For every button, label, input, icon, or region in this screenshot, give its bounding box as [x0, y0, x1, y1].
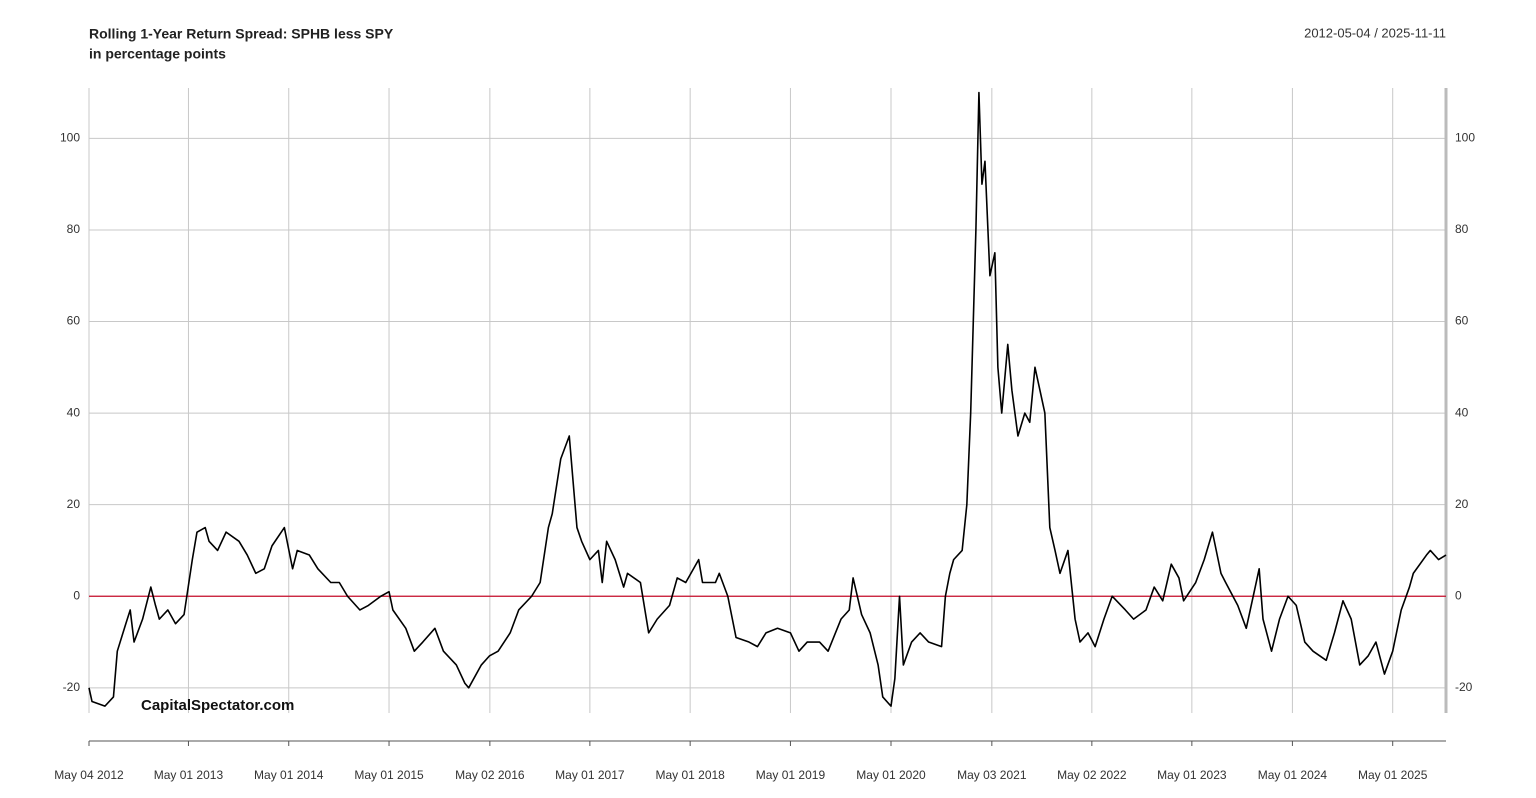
date-range: 2012-05-04 / 2025-11-11	[1304, 25, 1446, 40]
x-tick-label: May 01 2015	[354, 768, 424, 782]
y-tick-label-right: 20	[1455, 497, 1469, 511]
y-tick-label-right: 0	[1455, 588, 1462, 602]
x-tick-label: May 01 2023	[1157, 768, 1227, 782]
x-tick-label: May 01 2013	[154, 768, 224, 782]
y-tick-label: -20	[63, 680, 81, 694]
x-tick-label: May 01 2025	[1358, 768, 1428, 782]
x-tick-label: May 03 2021	[957, 768, 1027, 782]
x-tick-label: May 01 2017	[555, 768, 625, 782]
y-tick-label-right: -20	[1455, 680, 1473, 694]
chart-subtitle: in percentage points	[89, 46, 226, 62]
x-tick-label: May 01 2018	[655, 768, 725, 782]
y-tick-label: 100	[60, 131, 80, 145]
series-line	[88, 91, 1447, 707]
x-tick-label: May 02 2016	[455, 768, 525, 782]
y-tick-label-right: 80	[1455, 222, 1469, 236]
y-tick-label: 40	[67, 405, 81, 419]
x-tick-label: May 04 2012	[54, 768, 124, 782]
y-tick-label: 80	[67, 222, 81, 236]
chart-title: Rolling 1-Year Return Spread: SPHB less …	[89, 26, 394, 42]
x-tick-label: May 01 2024	[1258, 768, 1328, 782]
watermark: CapitalSpectator.com	[141, 697, 294, 714]
y-tick-label-right: 60	[1455, 314, 1469, 328]
x-tick-label: May 02 2022	[1057, 768, 1127, 782]
y-tick-label-right: 100	[1455, 131, 1475, 145]
y-tick-label: 20	[67, 497, 81, 511]
y-tick-label-right: 40	[1455, 405, 1469, 419]
x-tick-label: May 01 2014	[254, 768, 324, 782]
y-tick-label: 60	[67, 314, 81, 328]
x-tick-label: May 01 2019	[756, 768, 826, 782]
x-tick-label: May 01 2020	[856, 768, 926, 782]
y-tick-label: 0	[73, 588, 80, 602]
